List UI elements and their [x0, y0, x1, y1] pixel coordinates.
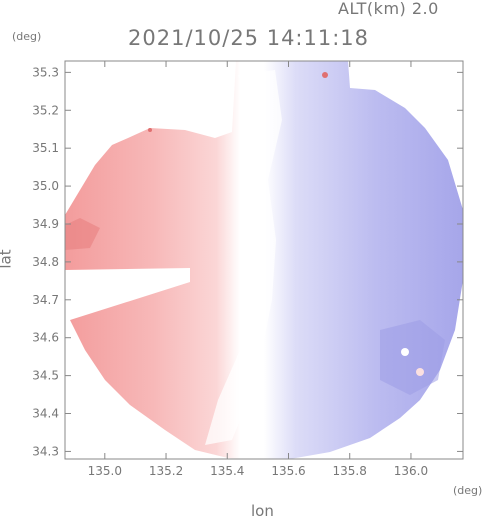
altitude-label: ALT(km) 2.0: [338, 0, 439, 18]
radar-field: [65, 61, 463, 459]
x-tick-label: 135.2: [149, 464, 183, 478]
y-tick-label: 34.6: [32, 331, 59, 345]
plot-frame: [64, 60, 464, 460]
strong-outbound-patch: [380, 320, 445, 395]
y-tick-label: 34.3: [32, 444, 59, 458]
y-axis-unit: (deg): [12, 30, 42, 43]
x-axis-ticks: 135.0 135.2 135.4 135.6 135.8 136.0: [88, 61, 428, 478]
clutter-speckle: [416, 368, 424, 376]
x-axis-label: lon: [251, 502, 274, 520]
near-zero-band: [205, 70, 282, 445]
y-tick-label: 34.4: [32, 407, 59, 421]
x-tick-label: 135.8: [333, 464, 367, 478]
clutter-speckle: [322, 72, 328, 78]
y-tick-label: 34.8: [32, 255, 59, 269]
y-tick-label: 34.9: [32, 217, 59, 231]
x-axis-unit: (deg): [453, 484, 483, 497]
y-axis-ticks: 34.3 34.4 34.5 34.6 34.7 34.8 34.9 35.0 35.1 35.2…: [32, 65, 463, 458]
chart-timestamp-title: 2021/10/25 14:11:18: [128, 26, 370, 50]
y-tick-label: 35.2: [32, 103, 59, 117]
y-tick-label: 35.3: [32, 65, 59, 79]
y-tick-label: 35.1: [32, 141, 59, 155]
x-tick-label: 136.0: [394, 464, 428, 478]
x-tick-label: 135.4: [210, 464, 244, 478]
y-tick-label: 34.5: [32, 369, 59, 383]
strong-inbound-patch: [65, 218, 100, 250]
x-tick-label: 135.0: [88, 464, 122, 478]
clutter-speckle: [148, 128, 152, 132]
y-tick-label: 34.7: [32, 293, 59, 307]
clutter-speckle: [401, 348, 409, 356]
y-tick-label: 35.0: [32, 179, 59, 193]
x-tick-label: 135.6: [271, 464, 305, 478]
